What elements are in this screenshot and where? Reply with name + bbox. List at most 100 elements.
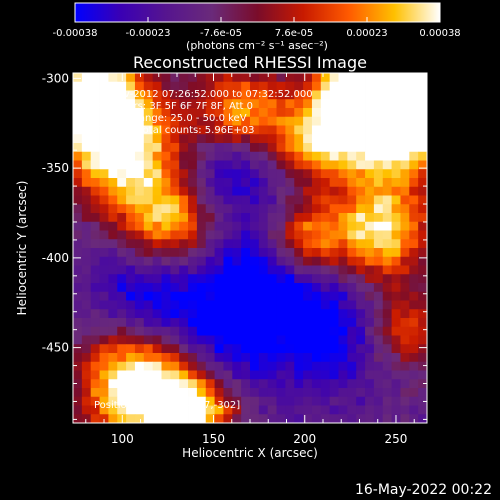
- heatmap-cell: [143, 73, 154, 83]
- heatmap-cell: [276, 160, 286, 170]
- heatmap-cell: [311, 143, 322, 153]
- heatmap-cell: [143, 335, 154, 345]
- heatmap-cell: [400, 213, 410, 223]
- heatmap-cell: [267, 353, 277, 363]
- heatmap-cell: [188, 221, 198, 231]
- heatmap-cell: [356, 151, 366, 161]
- heatmap-cell: [365, 274, 375, 284]
- heatmap-cell: [143, 353, 154, 363]
- heatmap-cell: [418, 335, 428, 345]
- heatmap-cell: [320, 353, 331, 363]
- heatmap-cell: [134, 151, 145, 161]
- heatmap-cell: [356, 73, 366, 83]
- heatmap-cell: [329, 414, 339, 424]
- heatmap-cell: [400, 230, 410, 240]
- heatmap-cell: [196, 335, 207, 345]
- heatmap-cell: [294, 134, 304, 144]
- heatmap-cell: [391, 125, 401, 135]
- colorbar-tick-label: 7.6e-05: [275, 28, 313, 39]
- heatmap-cell: [205, 291, 215, 301]
- heatmap-cell: [365, 388, 375, 398]
- heatmap-cell: [418, 160, 428, 170]
- annotation-clean: Clean Total counts: 5.96E+03: [94, 125, 254, 136]
- x-tick-label: 250: [385, 432, 408, 446]
- heatmap-cell: [311, 265, 322, 275]
- heatmap-cell: [418, 204, 428, 214]
- heatmap-cell: [99, 239, 109, 249]
- heatmap-cell: [99, 300, 109, 310]
- heatmap-cell: [338, 81, 348, 91]
- heatmap-cell: [152, 405, 162, 415]
- heatmap-cell: [81, 283, 92, 293]
- heatmap-cell: [329, 99, 339, 109]
- heatmap-cell: [108, 108, 118, 118]
- heatmap-cell: [320, 326, 331, 336]
- heatmap-cell: [108, 300, 118, 310]
- heatmap-cell: [241, 204, 251, 214]
- heatmap-cell: [223, 274, 233, 284]
- heatmap-cell: [356, 90, 366, 100]
- heatmap-cell: [294, 318, 304, 328]
- heatmap-cell: [311, 379, 322, 389]
- heatmap-cell: [179, 335, 189, 345]
- heatmap-cell: [81, 344, 92, 354]
- heatmap-cell: [81, 326, 92, 336]
- heatmap-cell: [143, 169, 154, 179]
- heatmap-cell: [196, 396, 207, 406]
- heatmap-cell: [161, 370, 171, 380]
- heatmap-cell: [391, 81, 401, 91]
- heatmap-cell: [311, 248, 322, 258]
- heatmap-cell: [241, 221, 251, 231]
- heatmap-cell: [99, 414, 109, 424]
- heatmap-cell: [303, 125, 313, 135]
- heatmap-cell: [241, 169, 251, 179]
- heatmap-cell: [99, 283, 109, 293]
- heatmap-cell: [303, 335, 313, 345]
- heatmap-cell: [400, 256, 410, 266]
- heatmap-cell: [347, 125, 357, 135]
- heatmap-cell: [188, 239, 198, 249]
- heatmap-cell: [214, 388, 224, 398]
- heatmap-cell: [347, 134, 357, 144]
- heatmap-cell: [258, 116, 269, 126]
- heatmap-cell: [418, 274, 428, 284]
- heatmap-cell: [117, 160, 127, 170]
- heatmap-cell: [188, 151, 198, 161]
- heatmap-cell: [126, 405, 136, 415]
- heatmap-cell: [117, 178, 127, 188]
- heatmap-cell: [99, 160, 109, 170]
- heatmap-cell: [391, 326, 401, 336]
- heatmap-cell: [90, 195, 100, 205]
- heatmap-cell: [170, 213, 180, 223]
- heatmap-cell: [258, 265, 269, 275]
- heatmap-cell: [170, 274, 180, 284]
- heatmap-cell: [205, 274, 215, 284]
- heatmap-cell: [90, 326, 100, 336]
- colorbar-tick-label: -0.00023: [126, 28, 171, 39]
- heatmap-cell: [81, 143, 92, 153]
- heatmap-cell: [320, 274, 331, 284]
- heatmap-cell: [81, 134, 92, 144]
- heatmap-cell: [117, 186, 127, 196]
- heatmap-cell: [73, 283, 83, 293]
- heatmap-cell: [126, 125, 136, 135]
- heatmap-cell: [250, 353, 260, 363]
- heatmap-cell: [73, 169, 83, 179]
- heatmap-cell: [409, 160, 419, 170]
- heatmap-cell: [73, 195, 83, 205]
- heatmap-cell: [134, 379, 145, 389]
- heatmap-cell: [347, 396, 357, 406]
- heatmap-cell: [365, 221, 375, 231]
- heatmap-cell: [347, 204, 357, 214]
- heatmap-cell: [232, 291, 242, 301]
- heatmap-cell: [126, 99, 136, 109]
- heatmap-cell: [214, 405, 224, 415]
- y-axis-label: Heliocentric Y (arcsec): [15, 181, 29, 316]
- heatmap-cell: [320, 134, 331, 144]
- heatmap-cell: [382, 230, 392, 240]
- heatmap-cell: [303, 309, 313, 319]
- heatmap-cell: [81, 370, 92, 380]
- heatmap-cell: [152, 248, 162, 258]
- heatmap-cell: [179, 213, 189, 223]
- heatmap-cell: [73, 204, 83, 214]
